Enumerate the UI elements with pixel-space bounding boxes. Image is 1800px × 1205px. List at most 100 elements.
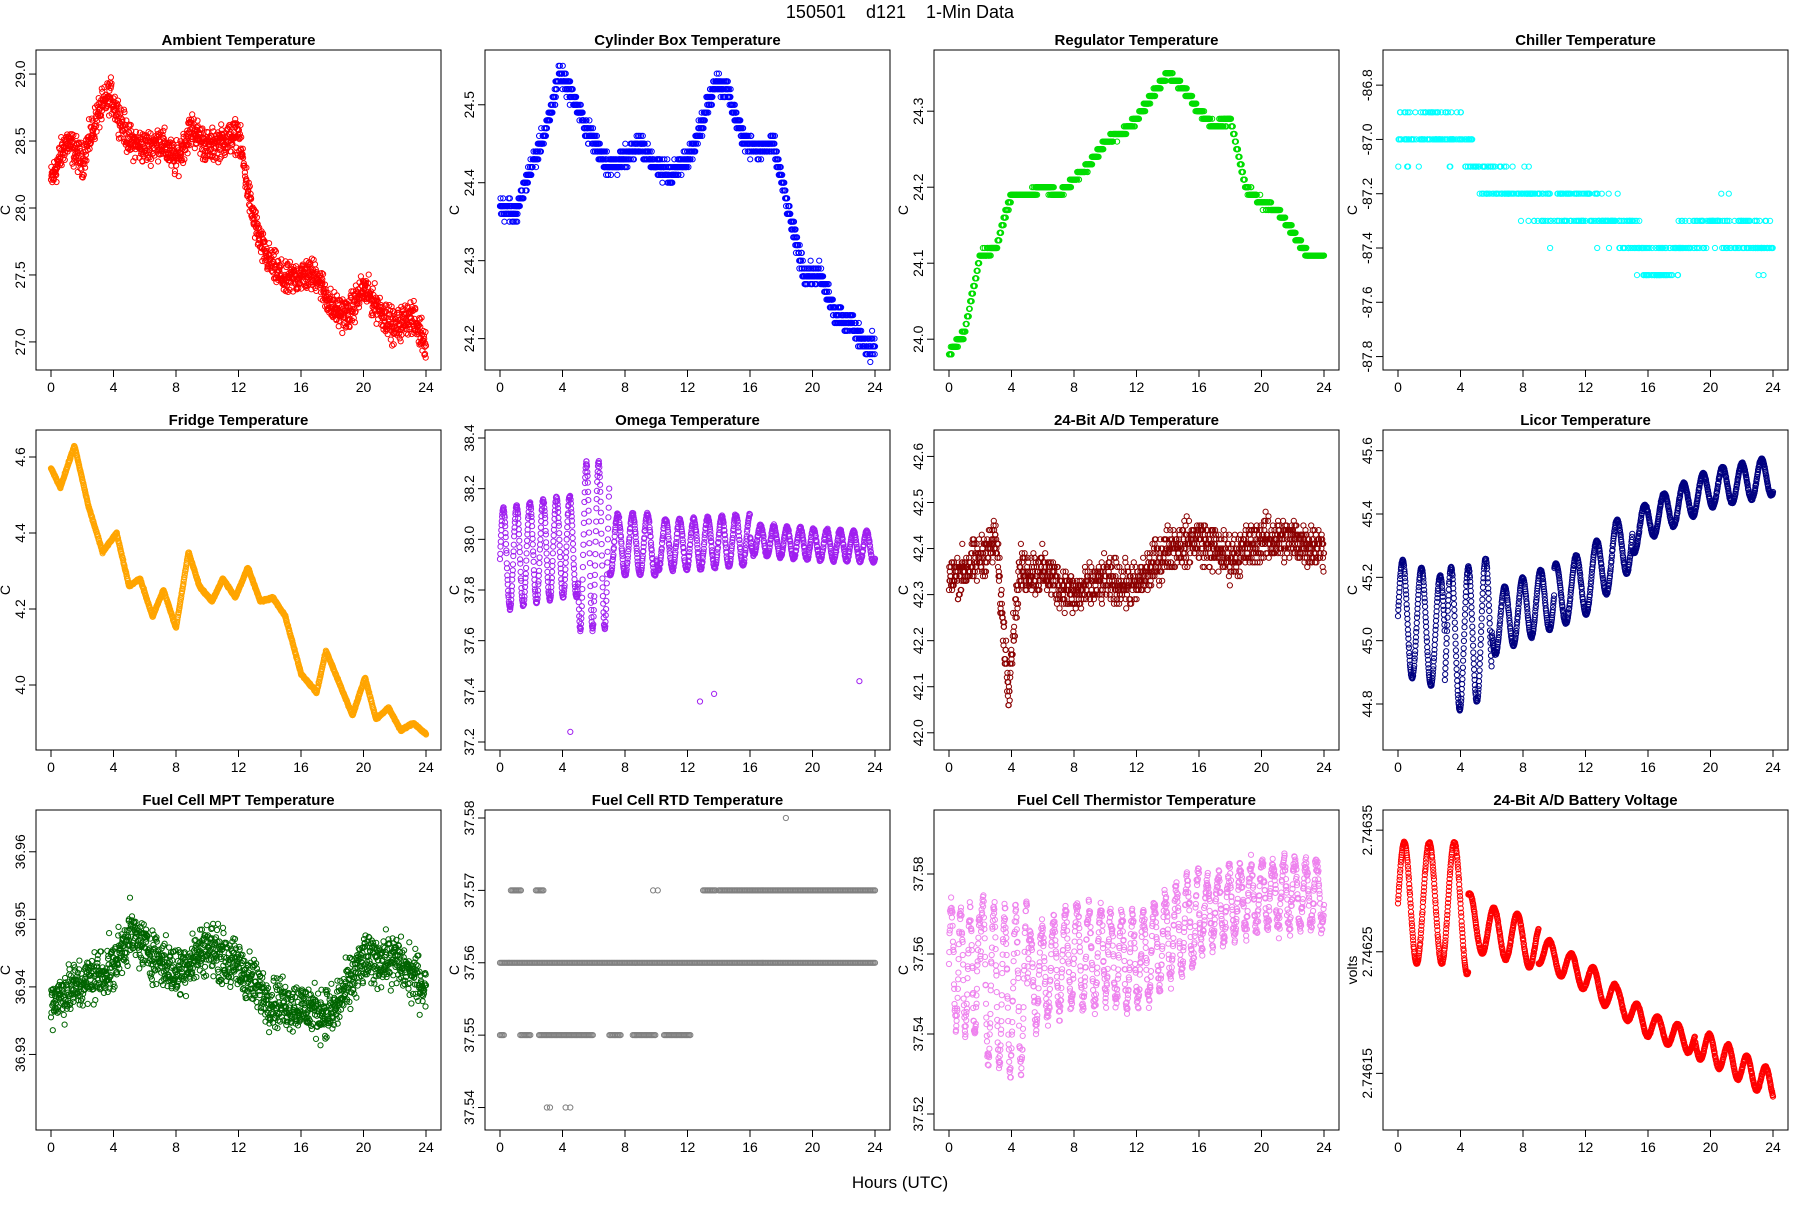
data-point — [615, 172, 620, 177]
x-tick-label: 16 — [1640, 379, 1656, 395]
y-tick-label: -87.2 — [1359, 178, 1375, 210]
y-tick-label: 24.0 — [910, 325, 926, 352]
data-point — [97, 125, 102, 130]
data-point — [817, 258, 822, 263]
data-point — [1634, 273, 1639, 278]
y-axis-label: C — [0, 205, 13, 215]
y-tick-label: 24.3 — [461, 247, 477, 274]
data-points — [48, 75, 428, 360]
y-tick-label: 24.1 — [910, 249, 926, 276]
data-point — [1416, 164, 1421, 169]
data-point — [162, 125, 167, 130]
panel-2: Cylinder Box Temperature 0 4 8 12 16 20 24 24.2 2… — [446, 32, 890, 395]
panel-title: Chiller Temperature — [1515, 32, 1656, 49]
plot-frame — [485, 50, 890, 370]
data-point — [1548, 245, 1553, 250]
panels: Ambient Temperature 0 4 8 12 16 20 24 27.0 27.5 28… — [0, 32, 1788, 1155]
x-tick-label: 0 — [945, 379, 953, 395]
x-tick-label: 12 — [231, 379, 247, 395]
data-point — [366, 272, 371, 277]
data-point — [1726, 191, 1731, 196]
data-point — [108, 75, 113, 80]
data-point — [156, 159, 161, 164]
x-tick-label: 0 — [496, 379, 504, 395]
data-point — [1396, 164, 1401, 169]
y-tick-label: 27.5 — [12, 261, 28, 288]
data-point — [1606, 191, 1611, 196]
data-point — [1510, 164, 1515, 169]
x-tick-label: 20 — [1254, 379, 1270, 395]
x-tick-label: 0 — [1394, 379, 1402, 395]
plot-frame — [36, 50, 441, 370]
data-point — [172, 169, 177, 174]
data-point — [340, 330, 345, 335]
data-point — [623, 141, 628, 146]
x-tick-label: 8 — [1519, 379, 1527, 395]
y-tick-label: -87.8 — [1359, 340, 1375, 372]
data-point — [411, 298, 416, 303]
x-tick-label: 12 — [680, 379, 696, 395]
data-points — [497, 63, 877, 364]
x-tick-label: 24 — [1316, 379, 1332, 395]
x-tick-label: 24 — [1765, 379, 1781, 395]
data-point — [219, 122, 224, 127]
data-point — [868, 359, 873, 364]
y-tick-label: 28.5 — [12, 127, 28, 154]
data-point — [372, 281, 377, 286]
y-axis-label: C — [1344, 205, 1360, 215]
x-tick-label: 4 — [1008, 379, 1016, 395]
data-point — [1518, 218, 1523, 223]
data-point — [1526, 218, 1531, 223]
x-tick-label: 20 — [805, 379, 821, 395]
data-point — [870, 328, 875, 333]
y-tick-label: -87.6 — [1359, 286, 1375, 318]
data-point — [388, 337, 393, 342]
data-points — [946, 71, 1326, 357]
x-tick-label: 8 — [621, 379, 629, 395]
data-point — [1712, 245, 1717, 250]
x-tick-label: 0 — [47, 379, 55, 395]
data-point — [267, 241, 272, 246]
y-tick-label: 24.3 — [910, 97, 926, 124]
panel-title: Regulator Temperature — [1055, 32, 1219, 49]
y-tick-label: 24.4 — [461, 169, 477, 196]
panel-title: Cylinder Box Temperature — [594, 32, 780, 49]
x-tick-label: 8 — [1070, 379, 1078, 395]
x-tick-label: 8 — [172, 379, 180, 395]
panel-title: Ambient Temperature — [162, 32, 316, 49]
data-points — [1396, 110, 1776, 278]
x-tick-label: 4 — [1457, 379, 1465, 395]
y-tick-label: 27.0 — [12, 328, 28, 355]
y-axis-label: C — [446, 205, 462, 215]
data-point — [1449, 110, 1454, 115]
y-tick-label: 24.5 — [461, 91, 477, 118]
y-tick-label: -87.0 — [1359, 123, 1375, 155]
data-point — [502, 219, 507, 224]
plot-frame — [1383, 50, 1788, 370]
data-point — [391, 342, 396, 347]
data-point — [1413, 110, 1418, 115]
x-tick-label: 16 — [742, 379, 758, 395]
data-point — [660, 180, 665, 185]
x-tick-label: 4 — [110, 379, 118, 395]
y-axis-label: C — [895, 205, 911, 215]
y-tick-label: 24.2 — [910, 173, 926, 200]
x-tick-label: 4 — [559, 379, 567, 395]
x-tick-label: 16 — [293, 379, 309, 395]
x-tick-label: 24 — [867, 379, 883, 395]
data-point — [808, 258, 813, 263]
y-tick-label: 28.0 — [12, 194, 28, 221]
y-tick-label: 24.2 — [461, 325, 477, 352]
x-tick-label: 24 — [418, 379, 434, 395]
figure-xlabel: Hours (UTC) — [852, 1173, 948, 1192]
x-tick-label: 12 — [1129, 379, 1145, 395]
data-point — [1595, 245, 1600, 250]
data-point — [1719, 191, 1724, 196]
figure-title: 150501 d121 1-Min Data — [786, 2, 1015, 22]
data-point — [148, 163, 153, 168]
